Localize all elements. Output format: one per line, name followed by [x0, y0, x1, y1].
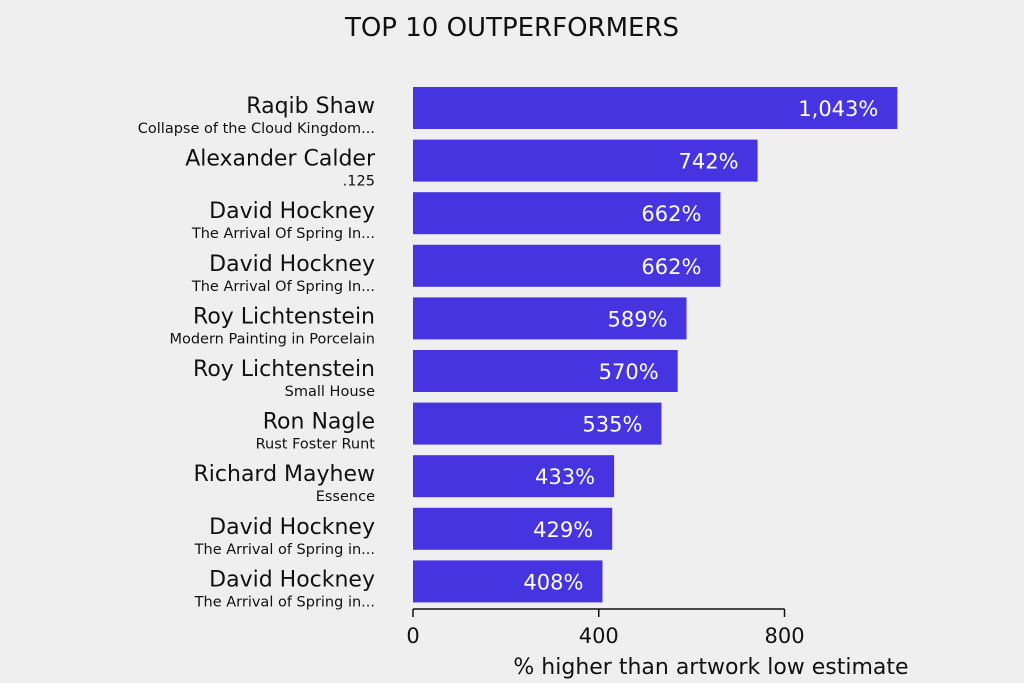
bar-value-label: 535%: [582, 413, 642, 437]
x-axis-label: % higher than artwork low estimate: [513, 655, 908, 680]
bars-layer: 1,043% Raqib Shaw Collapse of the Cloud Ki…: [138, 87, 898, 610]
x-tick-label: 400: [579, 624, 619, 648]
category-artist-label: Roy Lichtenstein: [193, 304, 375, 329]
x-tick-label: 800: [764, 624, 804, 648]
bar-value-label: 589%: [607, 307, 667, 331]
bar: [413, 87, 898, 129]
category-artist-label: Raqib Shaw: [246, 94, 375, 119]
bar-value-label: 429%: [533, 518, 593, 542]
bar-value-label: 742%: [679, 150, 739, 174]
bar: [413, 455, 615, 498]
category-artist-label: Richard Mayhew: [194, 462, 376, 487]
bar: [413, 560, 603, 603]
category-work-label: Small House: [285, 384, 375, 400]
category-work-label: The Arrival of Spring in...: [194, 542, 375, 558]
category-work-label: The Arrival Of Spring In...: [191, 226, 375, 242]
bar-value-label: 408%: [523, 570, 583, 594]
bar: [413, 507, 613, 550]
category-artist-label: David Hockney: [209, 567, 375, 592]
category-artist-label: David Hockney: [209, 199, 375, 224]
bar-value-label: 570%: [599, 360, 659, 384]
category-work-label: The Arrival of Spring in...: [194, 594, 375, 610]
category-work-label: .125: [343, 174, 375, 190]
category-artist-label: Ron Nagle: [263, 410, 375, 435]
x-axis: 0 400 800: [406, 608, 805, 648]
bar: [413, 139, 758, 182]
category-work-label: Collapse of the Cloud Kingdom...: [138, 121, 375, 137]
bar-value-label: 662%: [641, 202, 701, 226]
category-work-label: Rust Foster Runt: [256, 437, 376, 453]
bar-value-label: 1,043%: [798, 97, 878, 121]
category-work-label: The Arrival Of Spring In...: [191, 279, 375, 295]
category-artist-label: Alexander Calder: [185, 147, 376, 172]
bar: [413, 244, 721, 287]
bar: [413, 192, 721, 235]
category-work-label: Modern Painting in Porcelain: [169, 331, 375, 347]
bar: [413, 350, 678, 392]
category-work-label: Essence: [316, 489, 375, 505]
bar-value-label: 662%: [641, 255, 701, 279]
category-artist-label: David Hockney: [209, 515, 375, 540]
category-artist-label: David Hockney: [209, 252, 375, 277]
bar: [413, 297, 687, 340]
chart-title: TOP 10 OUTPERFORMERS: [344, 13, 679, 43]
category-artist-label: Roy Lichtenstein: [193, 357, 375, 382]
bar-value-label: 433%: [535, 465, 595, 489]
x-tick-label: 0: [406, 624, 419, 648]
bar: [413, 402, 662, 445]
